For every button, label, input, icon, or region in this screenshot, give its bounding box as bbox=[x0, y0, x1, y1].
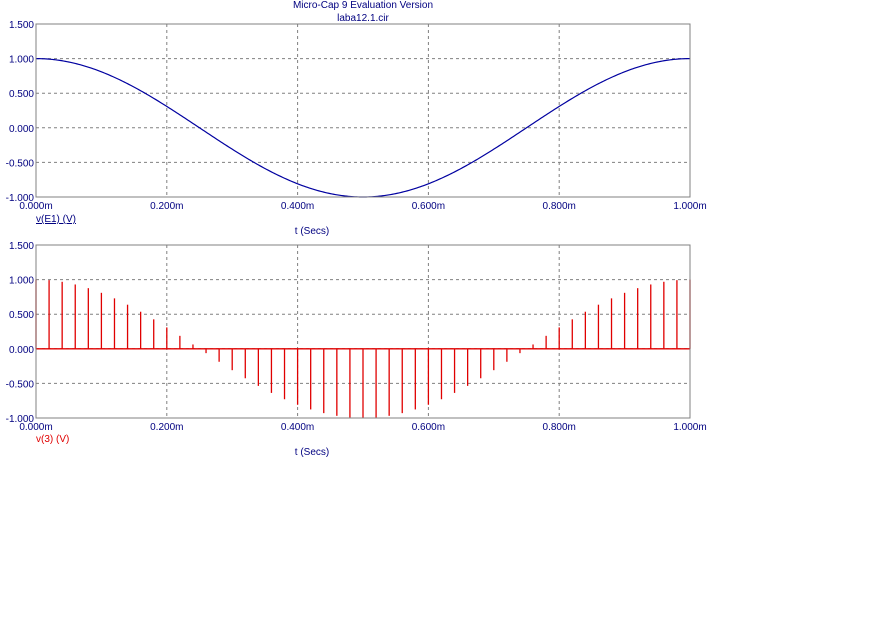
y-tick-label: -1.000 bbox=[6, 414, 35, 425]
y-tick-label: 1.500 bbox=[9, 20, 34, 31]
x-tick-label: 0.200m bbox=[150, 422, 183, 433]
x-tick-label: 0.800m bbox=[543, 422, 576, 433]
top-legend-entry[interactable]: v(E1) (V) bbox=[36, 214, 76, 225]
y-tick-label: 0.000 bbox=[9, 345, 34, 356]
bottom-x-axis-label: t (Secs) bbox=[295, 447, 329, 458]
x-tick-label: 0.200m bbox=[150, 201, 183, 212]
x-tick-label: 1.000m bbox=[673, 422, 706, 433]
top-x-axis-label: t (Secs) bbox=[295, 226, 329, 237]
y-tick-label: 1.000 bbox=[9, 55, 34, 66]
x-tick-label: 0.000m bbox=[19, 422, 52, 433]
plot-frame bbox=[35, 244, 691, 419]
x-tick-label: 0.800m bbox=[543, 201, 576, 212]
y-tick-label: 1.000 bbox=[9, 276, 34, 287]
x-tick-label: 0.400m bbox=[281, 422, 314, 433]
y-tick-label: 0.000 bbox=[9, 124, 34, 135]
plot-frame bbox=[35, 23, 691, 198]
y-tick-label: 0.500 bbox=[9, 89, 34, 100]
circuit-file-name: laba12.1.cir bbox=[337, 13, 389, 24]
x-tick-label: 0.000m bbox=[19, 201, 52, 212]
y-tick-label: -1.000 bbox=[6, 193, 35, 204]
window-title: Micro-Cap 9 Evaluation Version bbox=[293, 0, 433, 11]
x-tick-label: 0.600m bbox=[412, 422, 445, 433]
bottom-legend-entry[interactable]: v(3) (V) bbox=[36, 434, 69, 445]
x-tick-label: 0.400m bbox=[281, 201, 314, 212]
y-tick-label: -0.500 bbox=[6, 379, 35, 390]
y-tick-label: -0.500 bbox=[6, 158, 35, 169]
y-tick-label: 0.500 bbox=[9, 310, 34, 321]
x-tick-label: 0.600m bbox=[412, 201, 445, 212]
y-tick-label: 1.500 bbox=[9, 241, 34, 252]
x-tick-label: 1.000m bbox=[673, 201, 706, 212]
